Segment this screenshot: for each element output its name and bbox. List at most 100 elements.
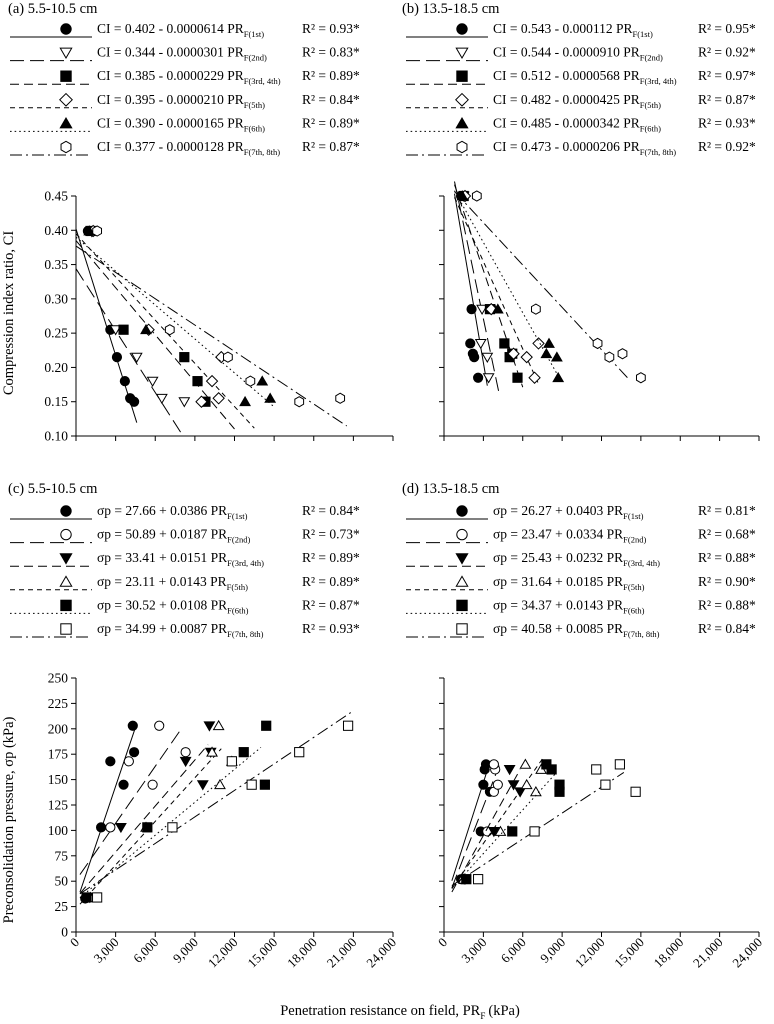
x-tick-label: 12,000 bbox=[572, 935, 608, 971]
fit-line bbox=[79, 727, 136, 893]
legend-item: σp = 40.58 + 0.0085 PRF(7th, 8th) R² = 0.… bbox=[406, 621, 756, 639]
legend-marker bbox=[455, 553, 469, 565]
legend-r2: R² = 0.81* bbox=[698, 503, 756, 518]
fit-line bbox=[451, 758, 543, 889]
data-point bbox=[119, 376, 130, 387]
legend-marker bbox=[60, 23, 72, 35]
legend-marker bbox=[456, 528, 468, 541]
data-point bbox=[92, 892, 103, 903]
data-point bbox=[95, 822, 107, 833]
data-point bbox=[554, 786, 565, 797]
legend-r2: R² = 0.73* bbox=[302, 527, 360, 542]
data-point bbox=[264, 392, 277, 403]
data-point bbox=[109, 325, 122, 336]
data-point bbox=[507, 826, 518, 837]
data-point bbox=[530, 303, 541, 315]
legend-r2: R² = 0.87* bbox=[302, 597, 360, 612]
data-point bbox=[514, 787, 527, 798]
panel-header: (b) 13.5-18.5 cm bbox=[402, 1, 500, 17]
data-point bbox=[123, 756, 134, 767]
legend-item: σp = 23.11 + 0.0143 PRF(5th) R² = 0.89* bbox=[10, 574, 360, 592]
legend-item: CI = 0.544 - 0.0000910 PRF(2nd) R² = 0.92… bbox=[406, 45, 756, 63]
legend-equation: CI = 0.485 - 0.0000342 PRF(6th) bbox=[493, 115, 661, 133]
fit-line bbox=[454, 197, 539, 385]
series bbox=[454, 189, 545, 385]
legend-r2: R² = 0.89* bbox=[302, 115, 360, 130]
data-point bbox=[465, 338, 476, 349]
fit-line bbox=[454, 181, 500, 394]
legend-equation: σp = 30.52 + 0.0108 PRF(6th) bbox=[97, 597, 249, 615]
series bbox=[451, 758, 548, 889]
legend-equation: σp = 23.11 + 0.0143 PRF(5th) bbox=[97, 574, 248, 592]
legend-marker bbox=[59, 553, 73, 565]
data-point bbox=[494, 825, 507, 836]
legend-item: CI = 0.473 - 0.0000206 PRF(7th, 8th) R² =… bbox=[406, 139, 756, 157]
data-point bbox=[179, 352, 190, 363]
y-tick-label: 50 bbox=[55, 874, 69, 889]
legend-equation: σp = 34.37 + 0.0143 PRF(6th) bbox=[493, 597, 645, 615]
x-tick-label: 24,000 bbox=[729, 935, 765, 971]
y-tick-label: 225 bbox=[48, 696, 69, 711]
y-tick-label: 175 bbox=[48, 747, 69, 762]
x-tick-label: 3,000 bbox=[90, 935, 121, 966]
legend-equation: σp = 25.43 + 0.0232 PRF(3rd, 4th) bbox=[493, 550, 660, 568]
data-point bbox=[471, 190, 482, 202]
x-tick-label: 9,000 bbox=[537, 935, 568, 966]
data-point bbox=[206, 746, 218, 757]
data-point bbox=[178, 397, 191, 408]
legend-equation: CI = 0.385 - 0.0000229 PRF(3rd, 4th) bbox=[97, 68, 281, 86]
legend-item: σp = 25.43 + 0.0232 PRF(3rd, 4th) R² = 0.… bbox=[406, 550, 756, 568]
data-point bbox=[487, 827, 500, 838]
fit-line bbox=[454, 191, 629, 379]
data-point bbox=[164, 324, 175, 336]
y-tick-label: 25 bbox=[55, 899, 69, 914]
y-tick-label: 0.35 bbox=[44, 257, 68, 272]
data-point bbox=[604, 351, 615, 363]
data-point bbox=[512, 372, 523, 383]
legend-equation: CI = 0.377 - 0.0000128 PRF(7th, 8th) bbox=[97, 139, 280, 157]
data-point bbox=[261, 720, 272, 731]
legend-item: σp = 26.27 + 0.0403 PRF(1st) R² = 0.81* bbox=[406, 503, 756, 521]
fit-line bbox=[451, 772, 625, 887]
legend-item: CI = 0.390 - 0.0000165 PRF(6th) R² = 0.89… bbox=[10, 115, 360, 133]
legend: σp = 26.27 + 0.0403 PRF(1st) R² = 0.81* σp… bbox=[406, 503, 756, 639]
data-point bbox=[129, 747, 140, 758]
data-point bbox=[591, 764, 602, 775]
legend-equation: CI = 0.543 - 0.000112 PRF(1st) bbox=[493, 21, 653, 39]
legend-equation: σp = 23.47 + 0.0334 PRF(2nd) bbox=[493, 527, 646, 545]
legend-r2: R² = 0.88* bbox=[698, 597, 756, 612]
data-point bbox=[503, 765, 516, 776]
y-tick-label: 0.20 bbox=[44, 360, 68, 375]
data-point bbox=[212, 392, 225, 405]
x-tick-label: 6,000 bbox=[498, 935, 529, 966]
x-tick-label: 24,000 bbox=[363, 935, 399, 971]
legend-r2: R² = 0.95* bbox=[698, 21, 756, 36]
data-point bbox=[635, 372, 646, 384]
data-point bbox=[118, 324, 129, 335]
x-axis-label-main: Penetration resistance on field, PR bbox=[280, 1003, 480, 1019]
x-tick-label: 21,000 bbox=[324, 935, 360, 971]
x-axis-label: Penetration resistance on field, PRF (kPa… bbox=[280, 1003, 520, 1021]
legend-r2: R² = 0.68* bbox=[698, 527, 756, 542]
data-point bbox=[195, 395, 208, 408]
data-point bbox=[550, 351, 563, 362]
data-point bbox=[469, 352, 480, 363]
data-point bbox=[482, 373, 495, 384]
legend-equation: σp = 31.64 + 0.0185 PRF(5th) bbox=[493, 574, 645, 592]
legend-r2: R² = 0.88* bbox=[698, 550, 756, 565]
data-point bbox=[546, 764, 557, 775]
series bbox=[451, 759, 641, 887]
y-tick-label: 150 bbox=[48, 772, 69, 787]
data-point bbox=[466, 304, 477, 315]
legend-equation: σp = 33.41 + 0.0151 PRF(3rd, 4th) bbox=[97, 550, 264, 568]
data-point bbox=[473, 372, 484, 383]
legend-r2: R² = 0.84* bbox=[698, 621, 756, 636]
legend-marker bbox=[456, 23, 468, 35]
fit-line bbox=[451, 769, 521, 893]
x-tick-label: 18,000 bbox=[650, 935, 686, 971]
x-tick-label: 15,000 bbox=[611, 935, 647, 971]
x-axis-label-sub: F bbox=[480, 1011, 485, 1021]
legend-r2: R² = 0.93* bbox=[698, 115, 756, 130]
x-tick-label: 15,000 bbox=[244, 935, 280, 971]
